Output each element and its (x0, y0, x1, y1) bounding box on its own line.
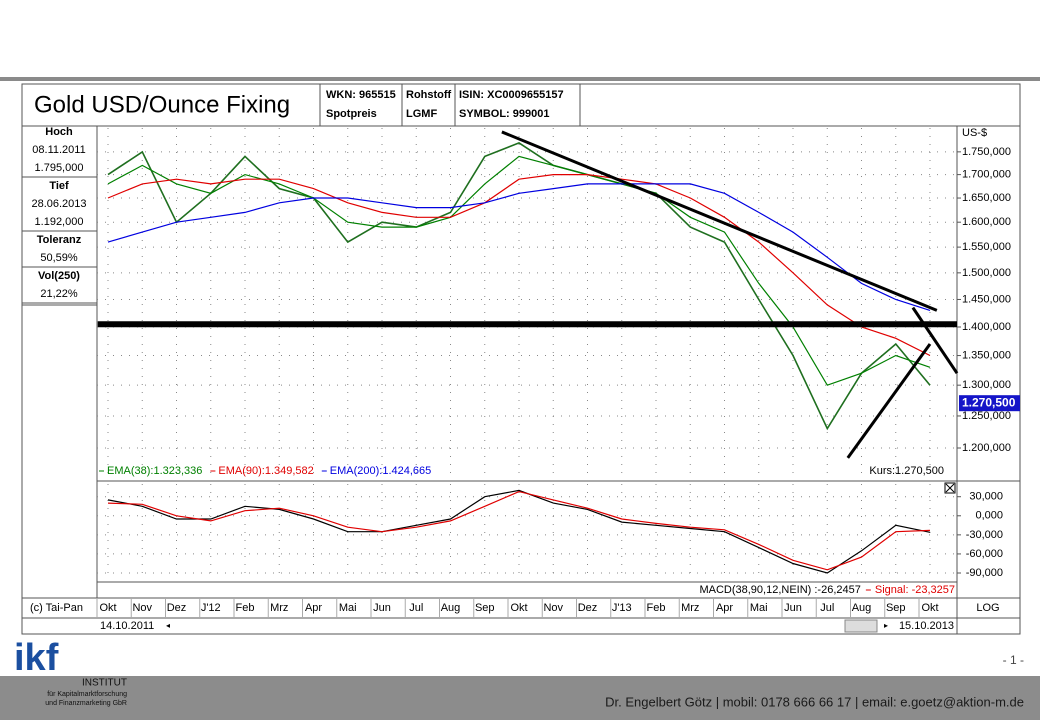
x-tick-label: Dez (578, 602, 598, 614)
y-tick-label: 1.250,000 (962, 410, 1011, 422)
range-start: 14.10.2011 (100, 620, 154, 632)
chart-frame (21, 83, 1021, 635)
exchange: LGMF (406, 108, 437, 120)
x-tick-label: Sep (475, 602, 495, 614)
y-tick-label: -60,000 (966, 548, 1003, 560)
series-line (107, 490, 931, 571)
y-tick-label: 1.650,000 (962, 192, 1011, 204)
legend-label: EMA(38):1.323,336 (107, 465, 202, 477)
x-tick-label: Mrz (270, 602, 288, 614)
y-tick-label: 1.750,000 (962, 146, 1011, 158)
credit: (c) Tai-Pan (30, 602, 83, 614)
symbol: SYMBOL: 999001 (459, 108, 549, 120)
y-axis-label: US-$ (962, 127, 987, 139)
trend-line (846, 343, 932, 459)
x-tick-label: Okt (510, 602, 527, 614)
last-value-box (959, 395, 1020, 412)
x-tick-label: Apr (305, 602, 322, 614)
range-end: 15.10.2013 (899, 620, 954, 632)
trend-line (501, 130, 938, 312)
stat-value: 28.06.2013 (31, 198, 86, 210)
y-tick-label: 1.300,000 (962, 379, 1011, 391)
stat-value: 1.795,000 (35, 162, 84, 174)
scroll-left[interactable]: ◂ (166, 621, 170, 630)
logo-name: INSTITUT (82, 678, 127, 689)
series-line (107, 183, 931, 311)
series-line (107, 174, 931, 357)
y-tick-label: 1.450,000 (962, 293, 1011, 305)
y-tick-label: 1.350,000 (962, 349, 1011, 361)
logo-line: und Finanzmarketing GbR (45, 700, 127, 707)
x-legend-price: Kurs:1.270,500 (869, 465, 944, 477)
stat-value: 21,22% (40, 288, 78, 300)
scroll-right[interactable]: ▸ (884, 621, 888, 630)
logo-mark: ikf (14, 637, 59, 679)
scroll-thumb[interactable] (844, 619, 878, 633)
y-tick-label: 1.600,000 (962, 216, 1011, 228)
series-line (107, 155, 931, 386)
x-tick-label: J'12 (201, 602, 221, 614)
x-tick-label: Okt (921, 602, 938, 614)
x-tick-label: Jun (784, 602, 802, 614)
y-tick-label: 1.500,000 (962, 267, 1011, 279)
legend-label: EMA(90):1.349,582 (218, 465, 313, 477)
x-tick-label: Jun (373, 602, 391, 614)
x-tick-label: J'13 (612, 602, 632, 614)
logo-line: für Kapitalmarktforschung (47, 691, 127, 698)
isin: ISIN: XC0009655157 (459, 89, 564, 101)
chart-title: Gold USD/Ounce Fixing (34, 91, 290, 118)
y-tick-label: 1.400,000 (962, 321, 1011, 333)
footer-band (0, 676, 1040, 720)
trend-line (911, 306, 959, 375)
stat-label: Tief (49, 180, 69, 192)
x-tick-label: Mrz (681, 602, 699, 614)
stat-value: 08.11.2011 (32, 144, 85, 156)
page-number: - 1 - (1003, 653, 1024, 667)
series-line (107, 489, 931, 574)
stat-label: Hoch (45, 126, 73, 138)
x-tick-label: Sep (886, 602, 906, 614)
stat-value: 1.192,000 (35, 216, 84, 228)
legend-label: EMA(200):1.424,665 (330, 465, 432, 477)
x-tick-label: Apr (716, 602, 733, 614)
category: Rohstoff (406, 89, 452, 101)
y-tick-label: 0,000 (975, 510, 1003, 522)
x-tick-label: Jul (820, 602, 834, 614)
x-tick-label: Okt (99, 602, 116, 614)
series-line (107, 142, 931, 431)
wkn: WKN: 965515 (326, 89, 396, 101)
y-tick-label: -90,000 (966, 567, 1003, 579)
y-tick-label: 30,000 (969, 491, 1003, 503)
x-tick-label: Feb (236, 602, 255, 614)
close-icon-x (945, 483, 955, 493)
scale-mode: LOG (976, 602, 999, 614)
stat-value: 50,59% (40, 252, 78, 264)
footer-contact: Dr. Engelbert Götz | mobil: 0178 666 66 … (605, 694, 1024, 709)
legend-label: Signal: -23,3257 (875, 584, 955, 596)
x-tick-label: Aug (852, 602, 872, 614)
y-tick-label: 1.550,000 (962, 241, 1011, 253)
last-value-label: 1.270,500 (962, 395, 1016, 409)
legend-label: MACD(38,90,12,NEIN) :-26,2457 (699, 584, 860, 596)
y-tick-label: -30,000 (966, 529, 1003, 541)
x-tick-label: Aug (441, 602, 461, 614)
x-tick-label: Mai (339, 602, 357, 614)
stat-label: Vol(250) (38, 270, 80, 282)
top-rule (0, 77, 1040, 81)
x-tick-label: Nov (543, 602, 563, 614)
x-tick-label: Feb (647, 602, 666, 614)
x-tick-label: Jul (409, 602, 423, 614)
stat-label: Toleranz (37, 234, 82, 246)
x-tick-label: Mai (750, 602, 768, 614)
y-tick-label: 1.200,000 (962, 442, 1011, 454)
x-tick-label: Dez (167, 602, 187, 614)
price-type: Spotpreis (326, 108, 377, 120)
x-tick-label: Nov (132, 602, 152, 614)
y-tick-label: 1.700,000 (962, 169, 1011, 181)
